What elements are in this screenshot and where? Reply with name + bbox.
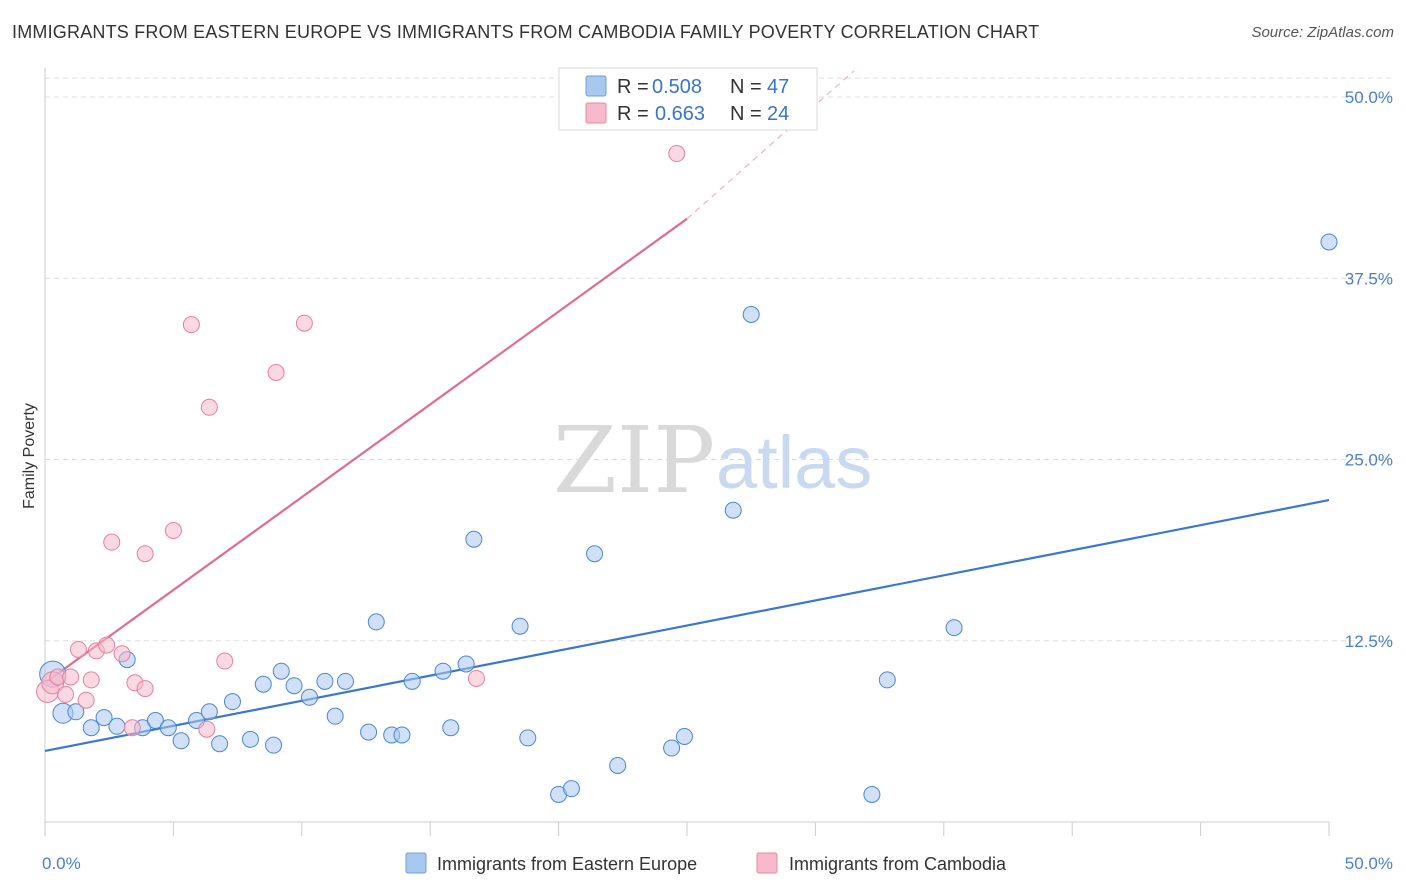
bottom-legend-label-cambodia: Immigrants from Cambodia <box>789 854 1007 874</box>
data-point <box>223 693 241 711</box>
legend-swatch-eastern-europe <box>585 75 607 97</box>
data-point <box>668 145 686 163</box>
data-point <box>200 703 218 721</box>
data-point <box>103 533 121 551</box>
legend-r-value: 0.508 <box>652 76 702 98</box>
data-point <box>159 719 177 737</box>
data-point <box>200 398 218 416</box>
data-point <box>316 672 334 690</box>
watermark-atlas: atlas <box>716 421 872 504</box>
data-point <box>108 717 126 735</box>
trend-line <box>44 499 1330 753</box>
legend-n-value: 24 <box>767 103 789 125</box>
y-tick-labels: 12.5% 25.0% 37.5% 50.0% <box>1345 88 1393 651</box>
x-tick-label: 0.0% <box>42 854 81 873</box>
x-tick-label: 50.0% <box>1345 854 1393 873</box>
y-tick-label: 37.5% <box>1345 269 1393 288</box>
x-tick-labels: 0.0% 50.0% <box>42 854 1393 873</box>
watermark: ZIP atlas <box>553 407 872 514</box>
data-point <box>69 640 87 658</box>
data-point <box>675 727 693 745</box>
y-tick-label: 12.5% <box>1345 632 1393 651</box>
data-point <box>164 522 182 540</box>
data-point <box>62 668 80 686</box>
data-point <box>403 672 421 690</box>
data-points <box>36 145 1338 803</box>
data-point <box>285 677 303 695</box>
data-point <box>326 707 344 725</box>
bottom-legend: Immigrants from Eastern Europe Immigrant… <box>405 852 1007 874</box>
source-credit: Source: ZipAtlas.com <box>1251 24 1394 41</box>
trend-lines <box>44 70 1330 753</box>
legend-r-label: R = <box>617 76 649 98</box>
bottom-legend-swatch-cambodia <box>756 852 778 874</box>
data-point <box>265 736 283 754</box>
legend-box: R = 0.508 N = 47 R = 0.663 N = 24 <box>558 67 818 131</box>
legend-n-label: N = <box>730 103 762 125</box>
y-axis-label: Family Poverty <box>21 403 38 509</box>
bottom-legend-label-eastern-europe: Immigrants from Eastern Europe <box>437 854 697 874</box>
data-point <box>95 709 113 727</box>
data-point <box>301 688 319 706</box>
data-point <box>216 652 234 670</box>
data-point <box>182 316 200 334</box>
data-point <box>609 756 627 774</box>
data-point <box>295 314 313 332</box>
legend-n-label: N = <box>730 76 762 98</box>
data-point <box>254 675 272 693</box>
data-point <box>742 306 760 323</box>
legend-r-value: 0.663 <box>655 103 705 125</box>
data-point <box>663 739 681 757</box>
data-point <box>367 613 385 631</box>
data-point <box>57 685 75 703</box>
chart-title: IMMIGRANTS FROM EASTERN EUROPE VS IMMIGR… <box>12 22 1040 42</box>
y-tick-label: 25.0% <box>1345 451 1393 470</box>
data-point <box>393 726 411 744</box>
trend-line <box>44 217 688 684</box>
bottom-legend-swatch-eastern-europe <box>405 852 427 874</box>
watermark-zip: ZIP <box>553 407 715 514</box>
data-point <box>77 691 95 709</box>
data-point <box>67 703 85 721</box>
data-point <box>434 662 452 680</box>
data-point <box>519 729 537 747</box>
data-point <box>136 545 154 563</box>
data-point <box>562 780 580 798</box>
data-point <box>945 619 963 637</box>
data-point <box>146 712 164 729</box>
data-point <box>272 662 290 680</box>
data-point <box>457 655 475 673</box>
data-point <box>98 636 116 654</box>
data-point <box>241 730 259 748</box>
data-point <box>113 645 131 663</box>
legend-r-label: R = <box>617 103 649 125</box>
data-point <box>82 671 100 689</box>
data-point <box>336 672 354 690</box>
data-point <box>724 501 742 519</box>
data-point <box>1320 233 1338 251</box>
data-point <box>442 719 460 737</box>
data-point <box>82 719 100 737</box>
data-point <box>511 617 529 635</box>
legend-n-value: 47 <box>767 76 789 98</box>
data-point <box>211 735 229 753</box>
legend-swatch-cambodia <box>585 102 607 124</box>
data-point <box>172 732 190 750</box>
data-point <box>586 545 604 563</box>
data-point <box>198 720 216 738</box>
grid-lines <box>45 77 1395 642</box>
data-point <box>123 719 141 737</box>
data-point <box>136 680 154 698</box>
data-point <box>878 671 896 689</box>
data-point <box>467 669 485 687</box>
data-point <box>863 785 881 803</box>
data-point <box>267 364 285 381</box>
data-point <box>465 530 483 548</box>
trend-line-extension <box>686 70 855 220</box>
data-point <box>360 723 378 741</box>
y-tick-label: 50.0% <box>1345 88 1393 107</box>
